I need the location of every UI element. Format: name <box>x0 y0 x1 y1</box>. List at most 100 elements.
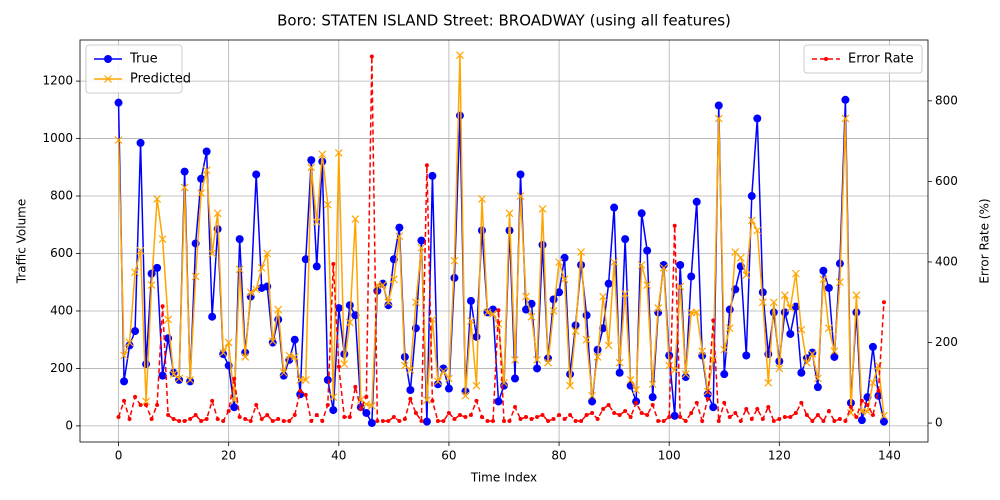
point <box>815 413 820 418</box>
point <box>175 375 184 384</box>
point <box>879 417 888 426</box>
point <box>312 217 321 226</box>
point <box>221 419 226 424</box>
y2-tick-label: 400 <box>935 254 958 268</box>
y-tick-label: 800 <box>50 189 73 203</box>
point <box>340 360 349 369</box>
point <box>648 393 657 402</box>
point <box>290 335 299 344</box>
point <box>634 400 639 405</box>
point <box>736 253 745 262</box>
point <box>703 390 712 399</box>
point <box>199 419 204 424</box>
point <box>747 216 756 225</box>
point <box>457 413 462 418</box>
point <box>615 358 624 367</box>
point <box>351 311 360 320</box>
point <box>562 417 567 422</box>
point <box>389 275 398 284</box>
point <box>472 381 481 390</box>
point <box>353 384 358 389</box>
y-tick-label: 400 <box>50 303 73 317</box>
point <box>116 415 121 420</box>
point <box>175 374 184 383</box>
point <box>301 376 310 384</box>
point <box>380 419 385 424</box>
point <box>153 194 162 203</box>
point <box>511 374 520 383</box>
point <box>114 98 123 107</box>
point <box>243 417 248 422</box>
point <box>298 388 303 393</box>
y-tick-label: 1200 <box>42 74 73 88</box>
point <box>235 235 244 244</box>
point <box>452 417 457 422</box>
y2-tick-label: 0 <box>935 416 943 430</box>
point <box>582 311 591 320</box>
point <box>202 147 211 156</box>
y2-tick-label: 800 <box>935 93 958 107</box>
point <box>290 353 299 361</box>
legend-marker <box>104 55 112 63</box>
point <box>158 371 167 380</box>
point <box>830 352 839 361</box>
point <box>439 367 448 376</box>
point <box>714 101 723 110</box>
point <box>854 415 859 420</box>
point <box>342 415 347 420</box>
point <box>791 269 800 278</box>
point <box>692 308 701 317</box>
point <box>329 406 338 415</box>
point <box>775 364 784 373</box>
point <box>804 413 809 418</box>
point <box>799 400 804 405</box>
point <box>208 249 217 258</box>
point <box>621 235 630 244</box>
point <box>254 402 259 407</box>
point <box>841 95 850 104</box>
point <box>584 413 589 418</box>
point <box>604 279 613 288</box>
point <box>819 266 828 275</box>
point <box>843 419 848 424</box>
point <box>133 394 138 399</box>
point <box>268 338 277 347</box>
point <box>384 298 393 307</box>
point <box>623 408 628 413</box>
point <box>577 248 586 256</box>
point <box>698 347 707 356</box>
y-tick-label: 200 <box>50 361 73 375</box>
point <box>665 361 674 370</box>
point <box>428 171 437 180</box>
point <box>367 401 376 410</box>
point <box>648 380 657 389</box>
point <box>259 417 264 422</box>
point <box>786 304 795 313</box>
point <box>753 226 762 235</box>
point <box>378 281 387 290</box>
point <box>588 397 597 406</box>
point <box>527 312 536 321</box>
y2-axis-label: Error Rate (%) <box>978 198 992 283</box>
y2-tick-label: 200 <box>935 335 958 349</box>
point <box>516 192 525 200</box>
y-tick-label: 600 <box>50 246 73 260</box>
point <box>252 285 261 294</box>
point <box>738 419 743 424</box>
point <box>430 398 435 403</box>
point <box>720 370 729 379</box>
point <box>397 419 402 424</box>
point <box>606 402 611 407</box>
point <box>467 317 475 325</box>
point <box>711 318 716 323</box>
point <box>557 413 562 418</box>
point <box>127 417 132 422</box>
point <box>656 419 661 424</box>
y2-tick-label: 600 <box>935 174 958 188</box>
point <box>461 391 470 400</box>
point <box>667 415 672 420</box>
point <box>505 209 514 218</box>
point <box>747 192 756 201</box>
point <box>402 417 407 422</box>
